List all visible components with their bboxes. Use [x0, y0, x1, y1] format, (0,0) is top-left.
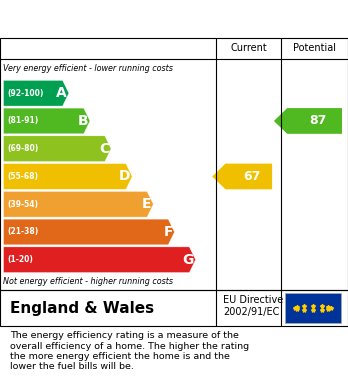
Text: D: D — [119, 169, 130, 183]
Polygon shape — [3, 191, 153, 217]
Text: Very energy efficient - lower running costs: Very energy efficient - lower running co… — [3, 65, 173, 74]
Text: (39-54): (39-54) — [8, 200, 39, 209]
Bar — [285, 293, 341, 323]
Text: 67: 67 — [244, 170, 261, 183]
Text: Not energy efficient - higher running costs: Not energy efficient - higher running co… — [3, 277, 174, 286]
Text: Current: Current — [230, 43, 267, 53]
Polygon shape — [274, 108, 342, 134]
Text: C: C — [99, 142, 109, 156]
Text: (1-20): (1-20) — [8, 255, 33, 264]
Text: Potential: Potential — [293, 43, 336, 53]
Text: England & Wales: England & Wales — [10, 301, 155, 316]
Text: Energy Efficiency Rating: Energy Efficiency Rating — [14, 11, 235, 27]
Text: F: F — [163, 225, 173, 239]
Polygon shape — [3, 80, 69, 106]
Text: (69-80): (69-80) — [8, 144, 39, 153]
Polygon shape — [3, 136, 111, 161]
Text: (21-38): (21-38) — [8, 228, 39, 237]
Polygon shape — [3, 247, 196, 273]
Text: (55-68): (55-68) — [8, 172, 39, 181]
Text: E: E — [142, 197, 152, 211]
Text: A: A — [56, 86, 67, 100]
Text: G: G — [182, 253, 194, 267]
Polygon shape — [3, 108, 90, 134]
Polygon shape — [212, 163, 272, 189]
Polygon shape — [3, 219, 174, 245]
Text: (81-91): (81-91) — [8, 117, 39, 126]
Text: The energy efficiency rating is a measure of the
overall efficiency of a home. T: The energy efficiency rating is a measur… — [10, 331, 250, 371]
Text: B: B — [78, 114, 88, 128]
Text: (92-100): (92-100) — [8, 89, 44, 98]
Text: 87: 87 — [309, 115, 327, 127]
Polygon shape — [3, 163, 132, 189]
Text: EU Directive
2002/91/EC: EU Directive 2002/91/EC — [223, 295, 284, 317]
